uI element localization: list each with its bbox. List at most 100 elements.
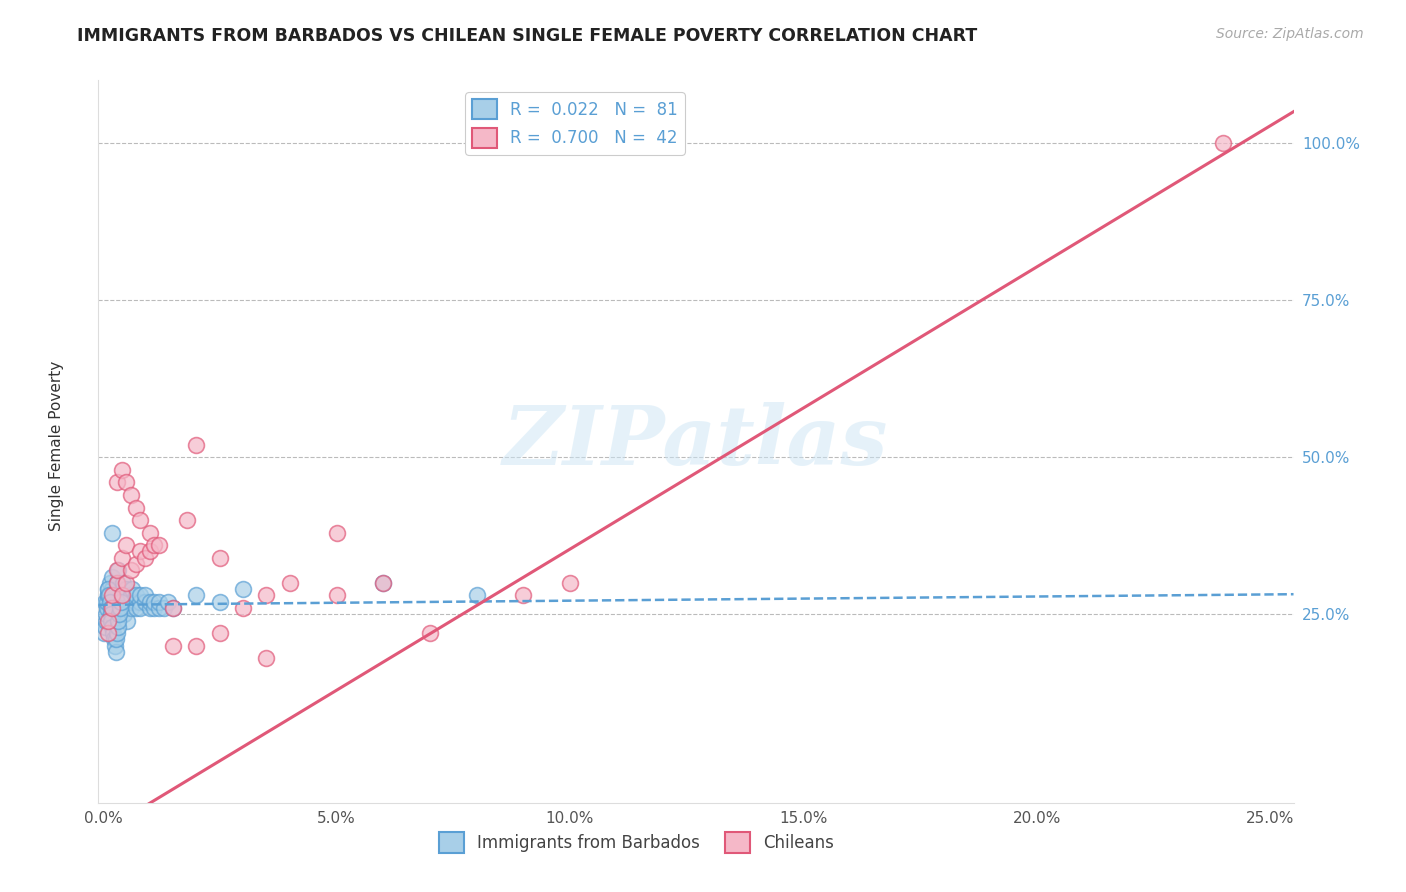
Point	[325, 589, 347, 603]
Point	[134, 589, 156, 603]
Point	[105, 632, 128, 647]
Point	[100, 614, 122, 628]
Point	[186, 589, 208, 603]
Point	[103, 589, 125, 603]
Point	[98, 589, 121, 603]
Point	[100, 601, 122, 615]
Point	[129, 601, 152, 615]
Point	[125, 595, 148, 609]
Point	[101, 626, 124, 640]
Point	[115, 575, 138, 590]
Point	[105, 595, 128, 609]
Point	[104, 639, 127, 653]
Point	[97, 589, 120, 603]
Point	[105, 589, 128, 603]
Point	[139, 525, 162, 540]
Point	[162, 601, 184, 615]
Point	[148, 601, 170, 615]
Point	[232, 601, 254, 615]
Point	[97, 626, 120, 640]
Text: IMMIGRANTS FROM BARBADOS VS CHILEAN SINGLE FEMALE POVERTY CORRELATION CHART: IMMIGRANTS FROM BARBADOS VS CHILEAN SING…	[77, 27, 977, 45]
Point	[325, 525, 347, 540]
Point	[94, 620, 117, 634]
Point	[134, 550, 156, 565]
Point	[108, 607, 131, 622]
Point	[101, 589, 124, 603]
Point	[105, 563, 128, 577]
Point	[101, 601, 124, 615]
Point	[93, 626, 115, 640]
Point	[465, 589, 488, 603]
Point	[104, 645, 127, 659]
Point	[97, 589, 120, 603]
Point	[148, 595, 170, 609]
Point	[101, 620, 124, 634]
Point	[98, 607, 121, 622]
Point	[115, 595, 138, 609]
Point	[96, 601, 118, 615]
Point	[107, 563, 129, 577]
Point	[125, 589, 148, 603]
Point	[208, 550, 231, 565]
Point	[97, 614, 120, 628]
Point	[108, 607, 131, 622]
Point	[148, 538, 170, 552]
Point	[139, 595, 162, 609]
Point	[104, 601, 127, 615]
Point	[143, 601, 166, 615]
Point	[96, 595, 118, 609]
Point	[94, 595, 117, 609]
Point	[117, 614, 139, 628]
Point	[105, 575, 128, 590]
Point	[143, 538, 166, 552]
Point	[97, 582, 120, 597]
Point	[139, 544, 162, 558]
Point	[129, 544, 152, 558]
Point	[512, 589, 534, 603]
Point	[120, 595, 142, 609]
Point	[101, 525, 124, 540]
Point	[101, 582, 124, 597]
Point	[97, 582, 120, 597]
Point	[129, 513, 152, 527]
Point	[98, 595, 121, 609]
Point	[103, 632, 125, 647]
Point	[107, 614, 129, 628]
Point	[96, 607, 118, 622]
Point	[111, 582, 134, 597]
Point	[98, 575, 121, 590]
Text: Source: ZipAtlas.com: Source: ZipAtlas.com	[1216, 27, 1364, 41]
Point	[120, 488, 142, 502]
Point	[111, 550, 134, 565]
Point	[134, 595, 156, 609]
Point	[125, 601, 148, 615]
Point	[115, 589, 138, 603]
Text: ZIPatlas: ZIPatlas	[503, 401, 889, 482]
Point	[100, 607, 122, 622]
Point	[120, 563, 142, 577]
Point	[110, 595, 132, 609]
Point	[105, 575, 128, 590]
Text: Single Female Poverty: Single Female Poverty	[49, 361, 63, 531]
Point	[115, 475, 138, 490]
Point	[115, 601, 138, 615]
Point	[162, 601, 184, 615]
Point	[105, 582, 128, 597]
Point	[125, 557, 148, 571]
Point	[186, 438, 208, 452]
Point	[278, 575, 301, 590]
Point	[143, 595, 166, 609]
Point	[208, 626, 231, 640]
Point	[111, 463, 134, 477]
Point	[186, 639, 208, 653]
Point	[176, 513, 198, 527]
Point	[101, 569, 124, 583]
Point	[558, 575, 581, 590]
Point	[1212, 136, 1234, 150]
Point	[208, 595, 231, 609]
Legend: Immigrants from Barbados, Chileans: Immigrants from Barbados, Chileans	[432, 826, 841, 860]
Point	[111, 595, 134, 609]
Point	[111, 601, 134, 615]
Point	[152, 601, 174, 615]
Point	[111, 575, 134, 590]
